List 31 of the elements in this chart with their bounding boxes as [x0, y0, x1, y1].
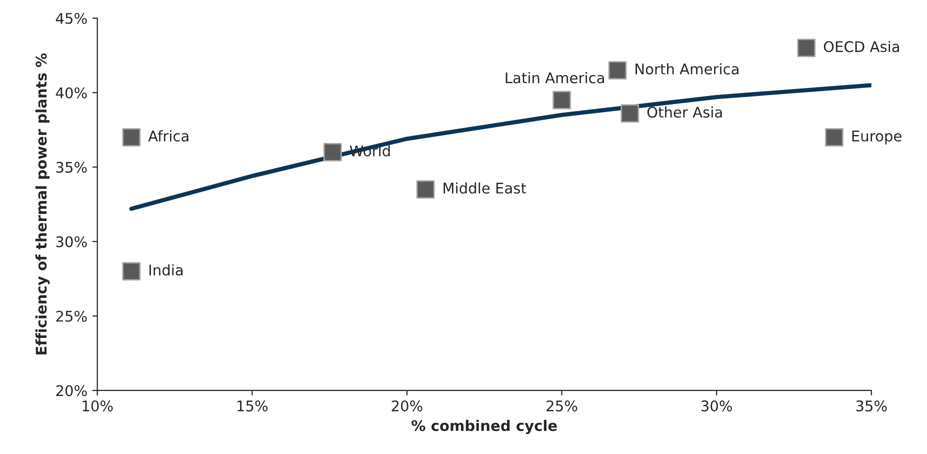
- point: [416, 180, 435, 199]
- point: [122, 128, 141, 146]
- point: [620, 104, 640, 123]
- y-tick-label: 35%: [56, 162, 87, 173]
- point: [552, 90, 571, 110]
- x-tick-label: 10%: [82, 400, 113, 412]
- y-axis-title: Efficiency of thermal power plants %: [35, 53, 50, 354]
- x-tick-label: 15%: [238, 400, 268, 412]
- annotation: Latin America: [506, 72, 604, 84]
- x-tick-label: 35%: [856, 400, 887, 412]
- annotation: OECD Asia: [824, 40, 900, 52]
- point: [608, 61, 627, 80]
- annotation: North America: [636, 63, 738, 75]
- annotation: Middle East: [444, 182, 526, 194]
- x-tick-label: 30%: [701, 400, 732, 412]
- point: [122, 262, 141, 281]
- x-tick-label: 20%: [392, 400, 422, 412]
- point: [797, 38, 816, 58]
- y-tick-label: 30%: [56, 236, 87, 248]
- annotation: India: [149, 264, 183, 276]
- point: [323, 142, 342, 162]
- x-axis-title: % combined cycle: [412, 420, 557, 434]
- x-tick-label: 25%: [546, 400, 578, 412]
- point: [825, 128, 844, 146]
- annotation: Europe: [852, 130, 902, 144]
- y-tick-label: 25%: [56, 310, 87, 322]
- y-tick-label: 20%: [56, 385, 87, 396]
- y-tick-label: 45%: [56, 12, 87, 24]
- y-tick-label: 40%: [56, 87, 87, 98]
- annotation: Africa: [148, 130, 188, 142]
- annotation: Other Asia: [647, 106, 722, 118]
